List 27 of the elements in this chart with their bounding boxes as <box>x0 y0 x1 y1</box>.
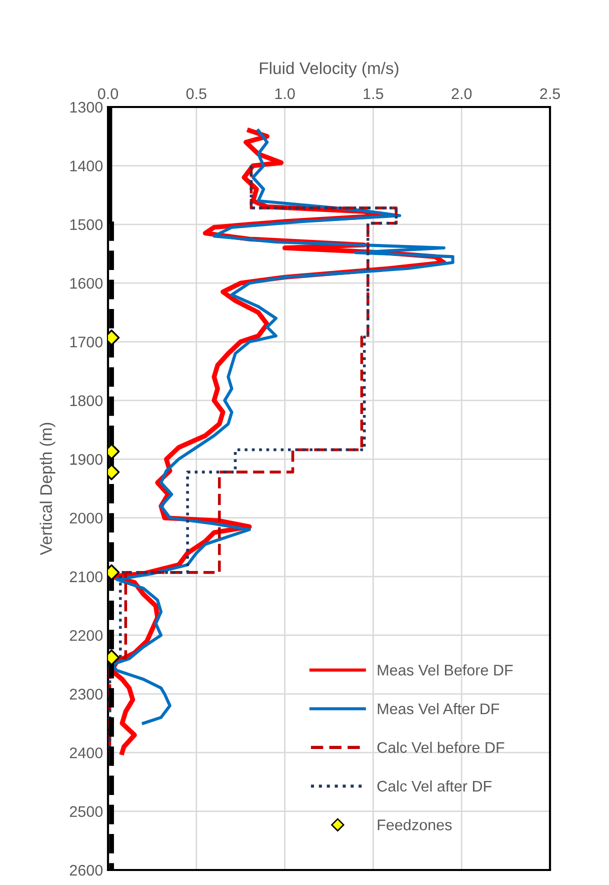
x-axis-title: Fluid Velocity (m/s) <box>260 62 398 78</box>
y-tick-label: 2200 <box>70 630 103 641</box>
y-tick-label: 2500 <box>70 806 103 817</box>
y-tick-label: 2400 <box>70 747 103 758</box>
legend-label: Feedzones <box>378 819 452 830</box>
y-tick-label: 1500 <box>70 219 103 230</box>
x-tick-label: 2.0 <box>452 88 472 100</box>
y-tick-label: 1400 <box>70 160 103 172</box>
y-axis-title: Vertical Depth (m) <box>40 422 56 556</box>
y-tick-label: 2100 <box>70 571 103 582</box>
legend-label: Meas Vel Before DF <box>378 664 513 676</box>
x-tick-label: 0.0 <box>98 88 118 100</box>
x-tick-label: 2.5 <box>540 88 560 100</box>
y-tick-label: 2300 <box>70 688 103 700</box>
y-tick-label: 1900 <box>70 454 103 465</box>
x-tick-label: 0.5 <box>186 88 206 100</box>
y-tick-label: 2600 <box>70 864 103 876</box>
x-tick-label: 1.5 <box>364 88 384 100</box>
y-tick-label: 1600 <box>70 278 103 289</box>
legend-label: Meas Vel After DF <box>378 703 500 714</box>
x-tick-label: 1.0 <box>275 88 295 100</box>
y-tick-label: 1700 <box>70 336 103 348</box>
y-tick-label: 1800 <box>70 395 103 406</box>
legend-label: Calc Vel after DF <box>377 780 492 792</box>
legend-label: Calc Vel before DF <box>377 742 504 753</box>
y-tick-label: 1300 <box>70 102 103 113</box>
y-tick-label: 2000 <box>70 512 103 524</box>
